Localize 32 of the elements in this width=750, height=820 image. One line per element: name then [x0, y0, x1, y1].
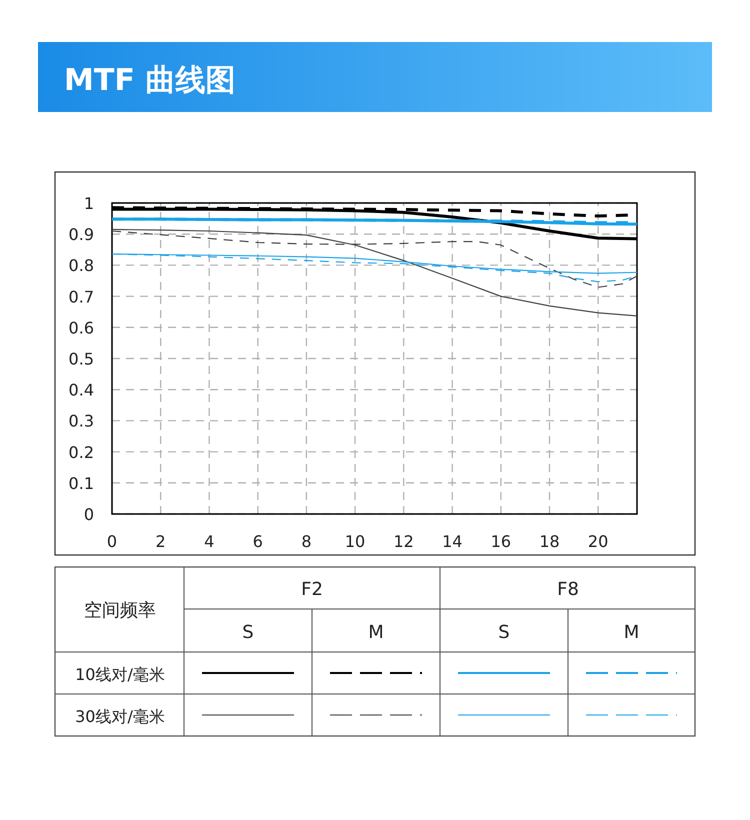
text: 30线对/毫米	[75, 707, 165, 726]
x-tick-label: 14	[442, 532, 462, 551]
y-tick-label: 0.1	[68, 474, 94, 493]
y-tick-label: 0.4	[68, 380, 94, 400]
text: F2	[301, 579, 323, 600]
x-tick-label: 8	[301, 532, 312, 551]
x-tick-label: 18	[539, 532, 560, 551]
y-tick-label: 0.6	[68, 318, 94, 338]
x-tick-label: 20	[588, 532, 608, 551]
y-tick-label: 0.8	[68, 256, 94, 276]
x-tick-label: 12	[393, 532, 414, 551]
y-tick-label: 0	[84, 505, 94, 524]
chart-title: MTF 曲线图	[64, 63, 236, 98]
text: M	[368, 622, 384, 643]
text: S	[242, 622, 254, 643]
y-tick-label: 0.5	[68, 350, 94, 368]
x-tick-label: 10	[344, 532, 366, 551]
y-tick-label: 0.7	[68, 287, 94, 306]
x-tick-label: 2	[156, 532, 166, 551]
x-tick-label: 16	[490, 532, 512, 551]
y-tick-label: 0.9	[68, 225, 94, 244]
x-tick-label: 4	[204, 532, 214, 551]
y-tick-label: 0.2	[68, 442, 94, 462]
text: F8	[557, 579, 579, 600]
y-tick-label: 1	[84, 194, 94, 213]
text: 10线对/毫米	[75, 665, 165, 684]
y-tick-label: 0.3	[68, 412, 94, 431]
text: 空间频率	[84, 600, 156, 621]
text: M	[624, 622, 640, 643]
x-tick-label: 0	[106, 532, 118, 551]
x-tick-label: 6	[252, 532, 263, 551]
text: S	[498, 622, 510, 643]
